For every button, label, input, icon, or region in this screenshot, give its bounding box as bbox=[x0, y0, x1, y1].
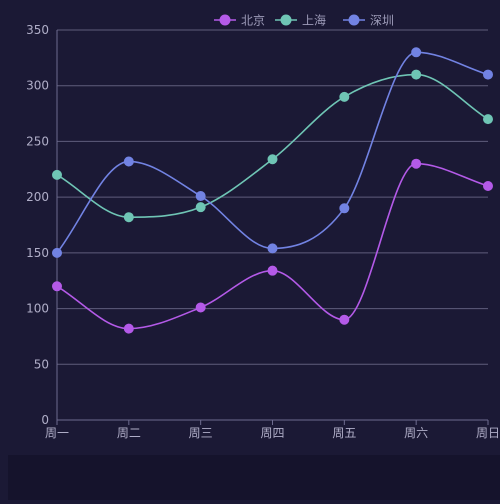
x-tick-label-4: 周五 bbox=[332, 426, 356, 440]
y-tick-label-300: 300 bbox=[26, 79, 49, 93]
x-tick-label-1: 周二 bbox=[117, 426, 141, 440]
data-point-2-5[interactable] bbox=[411, 47, 422, 58]
y-tick-label-150: 150 bbox=[26, 246, 49, 260]
data-point-1-0[interactable] bbox=[52, 169, 62, 180]
legend-swatch-dot-1 bbox=[280, 14, 292, 26]
legend-item-2[interactable]: 深圳 bbox=[343, 14, 394, 28]
bottom-strip bbox=[8, 455, 500, 500]
x-tick-label-3: 周四 bbox=[260, 426, 284, 440]
data-point-1-1[interactable] bbox=[123, 212, 134, 223]
legend-swatch-dot-0 bbox=[219, 14, 231, 26]
legend-item-1[interactable]: 上海 bbox=[275, 13, 326, 28]
data-point-2-3[interactable] bbox=[267, 243, 278, 254]
axes: 0 50 100 150 200 250 300 350 周一 周二 周三 周四 周五 周六 周日 bbox=[26, 23, 500, 440]
legend-label-0: 北京 bbox=[241, 14, 265, 28]
data-point-2-4[interactable] bbox=[339, 203, 350, 214]
x-tick-label-5: 周六 bbox=[404, 426, 428, 440]
data-point-0-4[interactable] bbox=[339, 314, 350, 325]
y-tick-label-200: 200 bbox=[26, 190, 49, 204]
data-point-1-5[interactable] bbox=[411, 69, 422, 80]
x-tick-label-0: 周一 bbox=[45, 426, 69, 440]
legend-swatch-dot-2 bbox=[348, 14, 360, 26]
x-tick-label-2: 周三 bbox=[189, 426, 213, 440]
data-point-0-0[interactable] bbox=[52, 281, 62, 292]
data-point-0-1[interactable] bbox=[123, 323, 134, 334]
data-point-1-6[interactable] bbox=[483, 114, 493, 125]
data-point-0-3[interactable] bbox=[267, 265, 278, 276]
data-point-2-1[interactable] bbox=[123, 156, 134, 167]
y-tick-label-0: 0 bbox=[41, 413, 49, 427]
y-tick-label-350: 350 bbox=[26, 23, 49, 37]
legend-label-2: 深圳 bbox=[370, 14, 394, 28]
data-point-0-6[interactable] bbox=[483, 181, 493, 191]
data-point-2-0[interactable] bbox=[52, 247, 62, 258]
data-point-0-2[interactable] bbox=[195, 302, 206, 313]
y-tick-label-100: 100 bbox=[26, 302, 49, 316]
data-point-0-5[interactable] bbox=[411, 158, 422, 169]
series-lines bbox=[52, 47, 493, 334]
legend[interactable]: 北京 上海 深圳 bbox=[214, 13, 394, 28]
y-tick-label-50: 50 bbox=[34, 357, 49, 371]
data-point-1-3[interactable] bbox=[267, 154, 278, 165]
data-point-2-6[interactable] bbox=[483, 69, 493, 80]
y-tick-label-250: 250 bbox=[26, 134, 49, 148]
data-point-1-2[interactable] bbox=[195, 202, 206, 213]
data-point-1-4[interactable] bbox=[339, 91, 350, 102]
data-point-2-2[interactable] bbox=[195, 191, 206, 202]
legend-label-1: 上海 bbox=[302, 13, 326, 28]
x-tick-label-6: 周日 bbox=[476, 426, 500, 440]
legend-item-0[interactable]: 北京 bbox=[214, 14, 265, 28]
